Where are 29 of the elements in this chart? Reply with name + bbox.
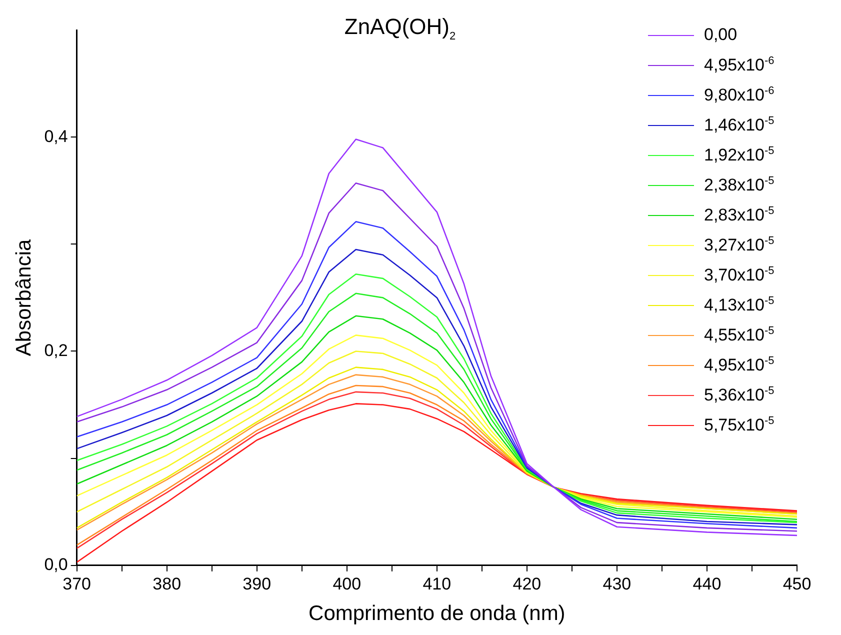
y-tick-label: 0,0 [44,555,68,574]
legend-label: 2,83x10$^{-5}$ [704,204,774,226]
x-tick-label: 440 [692,574,722,594]
legend-label: 2,38x10$^{-5}$ [704,174,774,196]
x-tick-label: 370 [62,574,92,594]
x-tick-label: 420 [512,574,542,594]
x-tick-label: 390 [242,574,272,594]
x-tick-label: 380 [152,574,182,594]
legend-label: 4,13x10$^{-5}$ [704,294,774,316]
y-tick-label: 0,4 [44,126,68,146]
legend-label: 4,95x10$^{-6}$ [704,54,774,76]
y-tick-label: 0,2 [44,340,68,360]
x-tick-label: 410 [422,574,452,594]
legend-label: 3,70x10$^{-5}$ [704,264,774,286]
legend-label: 1,46x10$^{-5}$ [704,114,774,136]
legend-label: 1,92x10$^{-5}$ [704,144,774,166]
legend-label: 9,80x10$^{-6}$ [704,84,774,106]
x-tick-label: 400 [332,574,362,594]
x-axis-title: Comprimento de onda (nm) [308,602,566,626]
legend-label: 5,75x10$^{-5}$ [704,414,774,436]
x-tick-label: 450 [782,574,812,594]
y-axis-title: Absorbância [12,239,36,356]
legend-label: 4,95x10$^{-5}$ [704,354,774,376]
x-tick-label: 430 [602,574,632,594]
legend-label: 0,00 [704,25,738,45]
legend-label: 4,55x10$^{-5}$ [704,324,774,346]
legend-label: 3,27x10$^{-5}$ [704,234,774,256]
chart-title: ZnAQ(OH)$_{2}$ [343,14,457,42]
legend-label: 5,36x10$^{-5}$ [704,384,774,406]
